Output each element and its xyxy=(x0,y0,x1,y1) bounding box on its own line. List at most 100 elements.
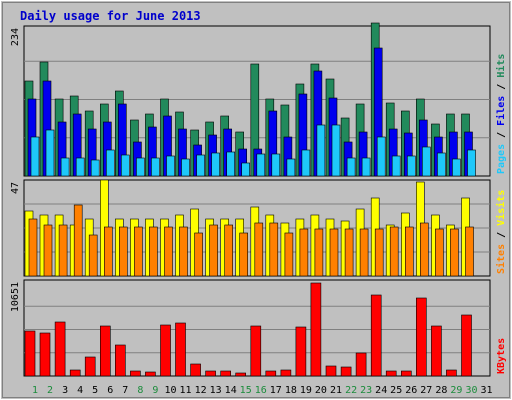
bar-pages-day-7 xyxy=(121,154,130,177)
bar-kbytes-day-12 xyxy=(190,363,201,377)
bar-kbytes-day-20 xyxy=(310,282,322,377)
bar-kbytes-day-2 xyxy=(39,332,51,377)
bar-sites-day-13 xyxy=(209,224,218,277)
bar-kbytes-day-23 xyxy=(355,352,367,377)
series-kbytes xyxy=(24,282,472,377)
bar-pages-day-29 xyxy=(452,158,461,177)
x-tick-label-day-4: 4 xyxy=(77,385,83,396)
bar-sites-day-24 xyxy=(374,228,384,277)
bar-pages-day-21 xyxy=(331,124,341,177)
bar-pages-day-27 xyxy=(421,146,431,177)
bar-sites-day-22 xyxy=(344,228,354,277)
bar-pages-day-12 xyxy=(196,154,205,177)
x-tick-label-day-12: 12 xyxy=(195,385,207,396)
x-tick-label-day-20: 20 xyxy=(315,385,327,396)
bar-sites-day-12 xyxy=(194,232,203,277)
bar-sites-day-27 xyxy=(419,222,429,277)
bar-pages-day-6 xyxy=(106,149,115,177)
x-tick-label-day-24: 24 xyxy=(375,385,387,396)
x-tick-label-day-31: 31 xyxy=(480,385,492,396)
x-tick-label-day-29: 29 xyxy=(450,385,462,396)
legend-label-sites: Sites xyxy=(495,244,507,274)
bar-kbytes-day-29 xyxy=(446,369,457,377)
y-max-label: 10651 xyxy=(10,282,21,312)
x-tick-label-day-18: 18 xyxy=(285,385,297,396)
x-tick-label-day-13: 13 xyxy=(210,385,222,396)
bar-kbytes-day-27 xyxy=(415,297,427,377)
bar-kbytes-day-1 xyxy=(24,330,36,377)
bar-pages-day-4 xyxy=(75,157,85,177)
bar-pages-day-17 xyxy=(271,153,281,177)
legend-label-visits: Visits xyxy=(495,190,507,226)
bar-sites-day-25 xyxy=(389,226,399,277)
bar-kbytes-day-15 xyxy=(235,372,246,377)
x-tick-label-day-27: 27 xyxy=(420,385,432,396)
x-tick-label-day-1: 1 xyxy=(32,385,38,396)
bar-sites-day-21 xyxy=(329,228,339,277)
bar-sites-day-10 xyxy=(164,226,173,277)
bar-sites-day-18 xyxy=(284,232,294,277)
bar-sites-day-1 xyxy=(28,218,38,277)
legend-separator: / xyxy=(496,226,507,244)
bar-kbytes-day-6 xyxy=(100,325,111,377)
panel-sites-visits: 47 Sites / Visits xyxy=(10,179,507,277)
bar-kbytes-day-9 xyxy=(145,371,156,377)
bar-pages-day-26 xyxy=(406,155,416,177)
bar-pages-day-28 xyxy=(437,152,446,177)
bar-pages-day-3 xyxy=(60,157,70,177)
x-tick-label-day-19: 19 xyxy=(300,385,312,396)
chart-title: Daily usage for June 2013 xyxy=(20,9,201,23)
bar-sites-day-8 xyxy=(134,226,143,277)
x-tick-label-day-2: 2 xyxy=(47,385,53,396)
series-pages xyxy=(30,124,476,177)
bar-sites-day-29 xyxy=(450,228,459,277)
bar-sites-day-15 xyxy=(239,232,248,277)
bar-sites-day-14 xyxy=(224,224,233,277)
bar-sites-day-30 xyxy=(465,226,474,277)
x-tick-label-day-23: 23 xyxy=(360,385,372,396)
bar-pages-day-24 xyxy=(376,136,386,177)
x-tick-label-day-16: 16 xyxy=(255,385,267,396)
bar-kbytes-day-11 xyxy=(175,322,186,377)
legend-label-hits: Hits xyxy=(495,54,507,78)
x-tick-label-day-9: 9 xyxy=(152,385,158,396)
bar-pages-day-25 xyxy=(391,155,401,177)
bar-kbytes-day-24 xyxy=(370,294,382,377)
bar-pages-day-14 xyxy=(226,151,235,177)
bar-kbytes-day-18 xyxy=(280,369,292,377)
series-sites xyxy=(28,204,474,277)
x-tick-label-day-17: 17 xyxy=(270,385,282,396)
bar-sites-day-16 xyxy=(254,222,264,277)
x-tick-label-day-25: 25 xyxy=(390,385,402,396)
bar-sites-day-3 xyxy=(58,224,68,277)
bar-kbytes-day-19 xyxy=(295,326,307,377)
x-tick-label-day-8: 8 xyxy=(137,385,143,396)
bar-pages-day-13 xyxy=(211,152,220,177)
x-tick-label-day-3: 3 xyxy=(62,385,68,396)
x-axis-labels: 1 2 3 4 5 6 7 8 9 10 11 12 13 14 15 16 17 18 19 20 21 22 23 24 2… xyxy=(32,385,493,396)
bar-pages-day-5 xyxy=(90,159,100,177)
x-tick-label-day-28: 28 xyxy=(435,385,447,396)
bar-pages-day-10 xyxy=(166,155,175,177)
bar-pages-day-23 xyxy=(361,157,371,177)
bar-sites-day-11 xyxy=(179,226,188,277)
bar-kbytes-day-17 xyxy=(265,370,277,377)
bar-pages-day-8 xyxy=(136,157,145,177)
x-tick-label-day-30: 30 xyxy=(465,385,477,396)
bar-sites-day-19 xyxy=(299,228,309,277)
bar-kbytes-day-4 xyxy=(69,369,81,377)
x-tick-label-day-26: 26 xyxy=(405,385,417,396)
bar-kbytes-day-8 xyxy=(130,370,141,377)
bar-sites-day-26 xyxy=(404,226,414,277)
bar-kbytes-day-25 xyxy=(385,370,397,377)
bar-kbytes-day-3 xyxy=(54,321,66,377)
bar-sites-day-5 xyxy=(88,234,98,277)
legend-separator: / xyxy=(496,126,507,144)
x-tick-label-day-11: 11 xyxy=(179,385,191,396)
bar-sites-day-20 xyxy=(314,228,324,277)
bar-pages-day-18 xyxy=(286,158,296,177)
bar-kbytes-day-16 xyxy=(250,325,262,377)
